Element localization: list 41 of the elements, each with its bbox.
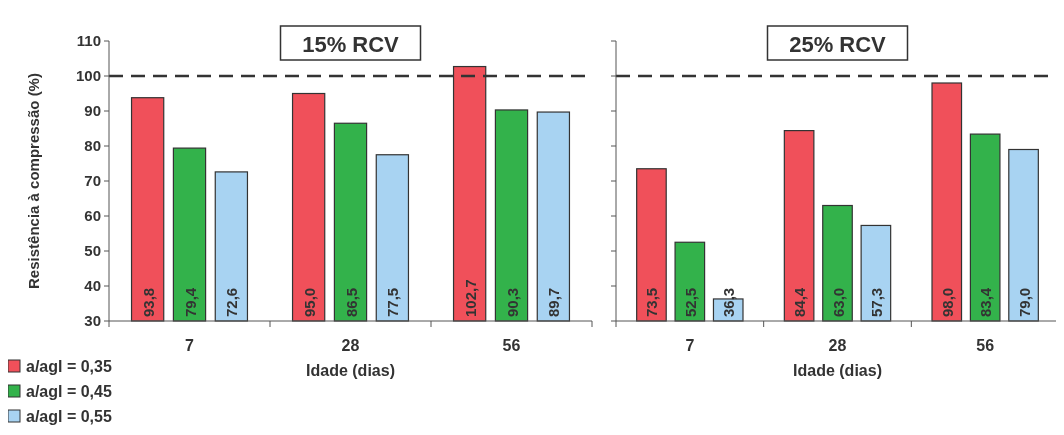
chart-title: 25% RCV xyxy=(789,32,887,57)
data-label: 86,5 xyxy=(342,287,360,317)
x-axis-title: Idade (dias) xyxy=(793,362,882,379)
data-label: 95,0 xyxy=(300,287,318,317)
x-tick-label: 28 xyxy=(828,337,847,354)
data-label: 83,4 xyxy=(977,287,995,317)
data-label: 90,3 xyxy=(503,287,521,317)
legend-label: a/agl = 0,35 xyxy=(26,358,112,375)
y-tick-label: 110 xyxy=(76,32,101,49)
y-tick-label: 30 xyxy=(84,312,101,329)
x-tick-label: 56 xyxy=(502,337,521,354)
data-label: 77,5 xyxy=(384,287,402,317)
y-tick-label: 80 xyxy=(84,137,101,154)
data-label: 57,3 xyxy=(867,287,885,317)
y-tick-label: 70 xyxy=(84,172,101,189)
x-tick-label: 28 xyxy=(341,337,360,354)
data-label: 52,5 xyxy=(681,287,699,317)
data-label: 79,4 xyxy=(181,287,199,317)
data-label: 98,0 xyxy=(938,287,956,317)
y-tick-label: 100 xyxy=(75,67,101,84)
x-tick-label: 7 xyxy=(185,337,195,354)
x-tick-label: 56 xyxy=(976,337,995,354)
legend-label: a/agl = 0,45 xyxy=(26,383,112,400)
data-label: 73,5 xyxy=(643,287,661,317)
data-label: 36,3 xyxy=(720,287,738,317)
legend-label: a/agl = 0,55 xyxy=(26,408,112,425)
data-label: 63,0 xyxy=(829,287,847,317)
y-tick-label: 60 xyxy=(84,207,101,224)
chart-title: 15% RCV xyxy=(302,32,400,57)
x-axis-title: Idade (dias) xyxy=(306,362,395,379)
data-label: 84,4 xyxy=(791,287,809,317)
x-tick-label: 7 xyxy=(685,337,695,354)
data-label: 72,6 xyxy=(223,287,241,317)
y-tick-label: 40 xyxy=(84,277,101,294)
data-label: 93,8 xyxy=(139,287,157,317)
y-tick-label: 90 xyxy=(84,102,101,119)
data-label: 79,0 xyxy=(1015,287,1033,317)
data-label: 89,7 xyxy=(545,287,563,317)
data-label: 102,7 xyxy=(461,279,479,317)
y-tick-label: 50 xyxy=(84,242,101,259)
y-axis-title: Resistência à compressão (%) xyxy=(25,73,42,289)
